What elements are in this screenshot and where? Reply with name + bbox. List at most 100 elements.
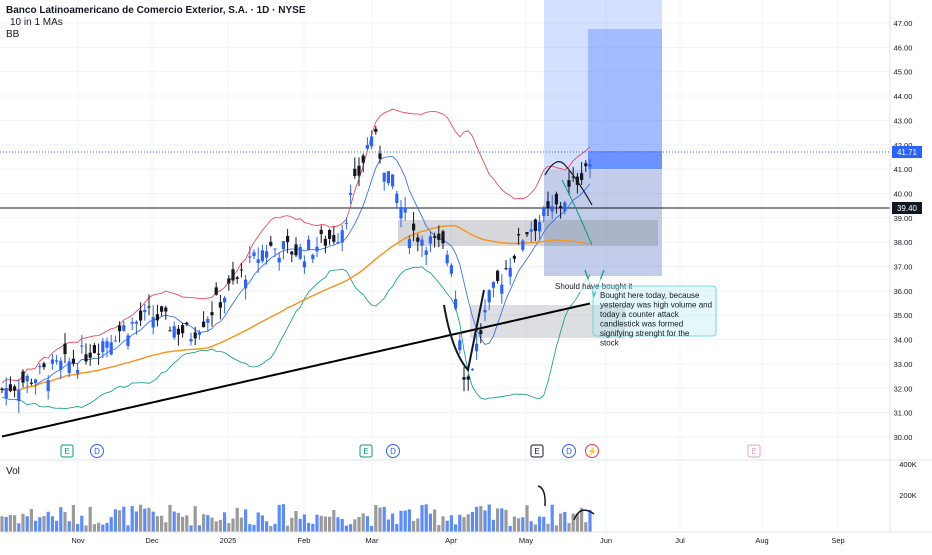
volume-bar bbox=[248, 524, 252, 532]
volume-bar bbox=[588, 509, 592, 532]
candle-body bbox=[67, 361, 71, 373]
earnings-marker[interactable]: E bbox=[530, 444, 544, 458]
dividend-marker[interactable]: D bbox=[386, 444, 400, 458]
volume-bar bbox=[458, 514, 462, 532]
volume-bar bbox=[424, 504, 428, 532]
volume-bar bbox=[168, 504, 172, 532]
annotation-note-2-text: Bought here today, because yesterday was … bbox=[600, 291, 712, 348]
time-tick-label: May bbox=[519, 536, 533, 545]
volume-bar bbox=[210, 517, 214, 532]
volume-bar bbox=[4, 516, 8, 532]
candle-body bbox=[189, 338, 193, 342]
price-tick-label: 40.00 bbox=[894, 189, 913, 198]
volume-bar bbox=[412, 520, 416, 532]
split-marker[interactable]: ⚡ bbox=[585, 444, 599, 458]
position-tool[interactable] bbox=[544, 0, 662, 276]
symbol-title[interactable]: Banco Latinoamericano de Comercio Exteri… bbox=[6, 5, 306, 16]
volume-bar bbox=[8, 515, 12, 532]
candle-body bbox=[134, 321, 138, 324]
candle-body bbox=[391, 174, 395, 187]
bb-lower-line bbox=[1, 266, 591, 410]
volume-bar bbox=[97, 522, 101, 532]
time-tick-label: Aug bbox=[755, 536, 768, 545]
candle-body bbox=[407, 239, 411, 249]
candle-body bbox=[25, 375, 29, 382]
svg-text:D: D bbox=[94, 447, 100, 456]
time-tick-label: 2025 bbox=[220, 536, 237, 545]
candle-body bbox=[38, 366, 42, 368]
event-markers[interactable]: E D E D E D ⚡ E bbox=[60, 444, 761, 458]
candle-body bbox=[139, 310, 143, 321]
candle-body bbox=[370, 136, 374, 147]
candle-body bbox=[260, 250, 264, 262]
volume-bar bbox=[529, 521, 533, 532]
volume-bar bbox=[256, 512, 260, 532]
volume-bar bbox=[403, 510, 407, 532]
volume-bar bbox=[449, 515, 453, 532]
candle-body bbox=[504, 268, 508, 270]
volume-bar bbox=[164, 522, 168, 532]
candle-body bbox=[235, 277, 239, 280]
volume-bar bbox=[386, 519, 390, 532]
candle-body bbox=[88, 352, 92, 358]
candle-body bbox=[122, 325, 126, 331]
candle-body bbox=[542, 208, 546, 217]
volume-bar bbox=[218, 519, 222, 532]
volume-bar bbox=[491, 519, 495, 532]
candle-body bbox=[252, 252, 256, 257]
time-tick-label: Dec bbox=[145, 536, 159, 545]
candle-body bbox=[487, 290, 491, 303]
chart-legend[interactable]: Banco Latinoamericano de Comercio Exteri… bbox=[6, 5, 306, 41]
candle-body bbox=[441, 231, 445, 244]
volume-bar bbox=[0, 516, 4, 532]
candle-body bbox=[147, 306, 151, 308]
earnings-marker[interactable]: E bbox=[359, 444, 373, 458]
candle-body bbox=[353, 168, 357, 177]
time-tick-label: Nov bbox=[71, 536, 85, 545]
volume-bar bbox=[517, 518, 521, 532]
dividend-marker[interactable]: D bbox=[562, 444, 576, 458]
candle-body bbox=[185, 322, 189, 325]
candle-body bbox=[218, 302, 222, 308]
volume-bar bbox=[13, 515, 17, 532]
volume-bar bbox=[319, 515, 323, 532]
volume-bar bbox=[244, 509, 248, 532]
earnings-marker[interactable]: E bbox=[747, 444, 761, 458]
candle-body bbox=[118, 325, 122, 332]
price-axis[interactable]: 47.00 46.00 45.00 44.00 43.00 42.00 41.00 40.00… bbox=[889, 0, 913, 460]
candle-body bbox=[302, 261, 306, 268]
candle-body bbox=[34, 379, 38, 384]
dividend-marker[interactable]: D bbox=[90, 444, 104, 458]
indicator-ma-label[interactable]: 10 in 1 MAs bbox=[10, 17, 63, 28]
volume-bar bbox=[181, 516, 185, 532]
annotation-note-2[interactable]: Bought here today, because yesterday was … bbox=[592, 285, 717, 348]
candle-body bbox=[311, 254, 315, 260]
candle-body bbox=[315, 246, 319, 252]
volume-bar bbox=[559, 513, 563, 532]
indicator-bb-label[interactable]: BB bbox=[6, 29, 20, 40]
indicators bbox=[1, 108, 591, 438]
earnings-marker[interactable]: E bbox=[60, 444, 74, 458]
volume-label[interactable]: Vol bbox=[6, 466, 20, 477]
candle-body bbox=[273, 248, 277, 250]
volume-bar bbox=[542, 516, 546, 532]
candle-body bbox=[80, 345, 84, 347]
candle-body bbox=[63, 343, 67, 355]
candle-body bbox=[214, 287, 218, 295]
candle-body bbox=[323, 238, 327, 246]
candle-body bbox=[550, 206, 554, 212]
volume-bar bbox=[17, 523, 21, 532]
volume-bar bbox=[428, 513, 432, 532]
time-axis[interactable]: Nov Dec 2025 Feb Mar Apr May Jun Jul Aug Sep bbox=[0, 531, 932, 545]
volume-bar bbox=[374, 505, 378, 532]
drawings[interactable] bbox=[443, 161, 605, 521]
volume-bar bbox=[554, 525, 558, 532]
candle-body bbox=[491, 282, 495, 288]
candle-body bbox=[248, 256, 252, 258]
volume-bar bbox=[365, 516, 369, 532]
time-tick-label: Feb bbox=[298, 536, 311, 545]
volume-bar bbox=[336, 517, 340, 532]
volume-bar bbox=[151, 511, 155, 532]
